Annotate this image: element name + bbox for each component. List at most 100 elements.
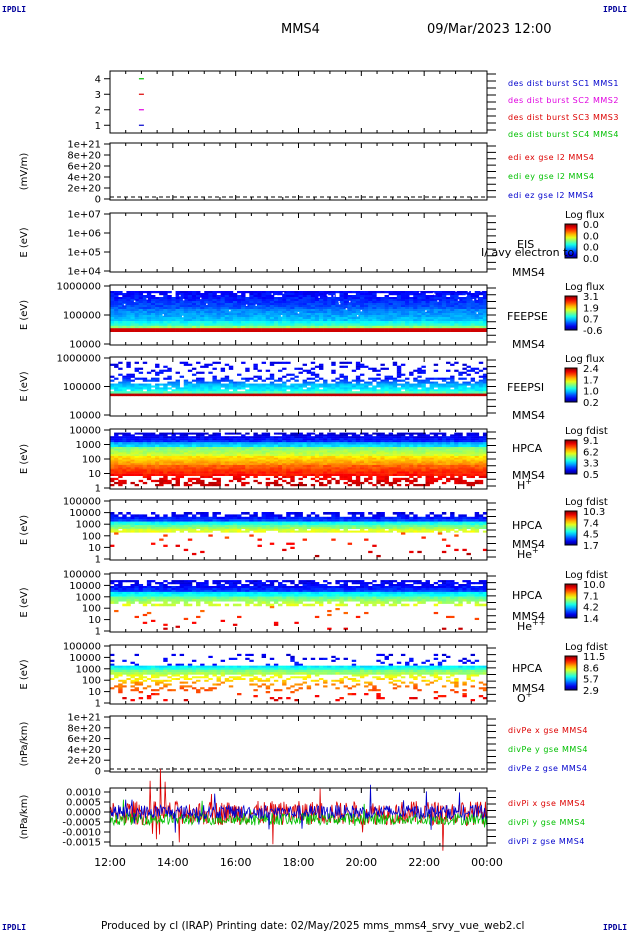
- hpca_h-cell: [114, 454, 119, 457]
- feepse-cell: [155, 301, 160, 304]
- feepse-cell: [302, 297, 307, 300]
- feepsi-cell: [368, 377, 373, 380]
- hpca_h-cell: [286, 447, 291, 449]
- feepse-cell: [298, 299, 303, 302]
- feepse-cell: [220, 307, 226, 310]
- feepse-cell: [134, 323, 139, 326]
- feepsi-cell: [122, 385, 127, 388]
- hpca_h-cell: [187, 442, 193, 445]
- feepse-cell: [122, 330, 127, 332]
- corner-label-top-left: IPDLI: [2, 5, 27, 14]
- hpca_h-cell: [331, 457, 336, 460]
- hpca_h-cell: [413, 467, 418, 470]
- feepse-cell: [216, 313, 221, 316]
- feepse-cell: [462, 325, 467, 329]
- feepse-cell: [150, 309, 156, 312]
- feepse-cell: [208, 330, 213, 332]
- hpca_h-cell: [142, 440, 148, 443]
- feepse-cell: [458, 301, 463, 304]
- hpca_h-cell: [220, 452, 226, 455]
- hpca_h-cell: [380, 434, 385, 437]
- hpca_h-cell: [318, 469, 324, 472]
- feepsi-cell: [286, 373, 291, 376]
- feepsi-cell: [400, 391, 406, 394]
- feepse-cell: [458, 317, 463, 320]
- feepsi-cell: [376, 369, 381, 372]
- feepse-cell: [470, 321, 476, 324]
- feepsi-cell: [163, 383, 168, 386]
- hpca_h-cell: [433, 444, 439, 448]
- feepse-cell: [421, 323, 426, 326]
- feepse-cell: [364, 323, 369, 326]
- hpca_h-cell: [413, 438, 418, 441]
- feepse-cell: [257, 311, 262, 314]
- feepse-cell: [241, 305, 246, 308]
- hpca_h-cell: [396, 452, 402, 455]
- hpca_h-cell: [400, 454, 406, 457]
- feepse-cell: [343, 303, 348, 306]
- hpca_h-cell: [237, 450, 242, 453]
- feepse-cell: [282, 328, 287, 331]
- hpca_h-cell: [372, 456, 377, 458]
- feepsi-cell: [355, 365, 361, 368]
- hpca_h-cell: [421, 459, 426, 462]
- feepse-cell: [253, 305, 258, 308]
- feepsi-cell: [310, 367, 316, 370]
- feepsi-cell: [163, 369, 168, 372]
- feepsi-cell: [413, 379, 418, 382]
- hpca_h-cell: [323, 438, 328, 441]
- feepse-cell: [265, 315, 271, 318]
- hpca_h-cell: [302, 434, 307, 437]
- hpca_h-cell: [368, 459, 373, 462]
- feepse-cell: [118, 317, 123, 320]
- feepse-cell: [114, 321, 119, 324]
- feepse-cell: [282, 305, 287, 308]
- feepse-cell: [265, 321, 271, 324]
- feepse-cell: [204, 295, 209, 298]
- feepse-cell: [282, 309, 287, 312]
- feepse-cell: [400, 303, 406, 306]
- hpca_h-cell: [200, 444, 205, 448]
- feepse-cell: [421, 328, 426, 331]
- hpca_h-cell: [347, 467, 353, 470]
- hpca_h-cell: [306, 432, 312, 435]
- hpca_h-cell: [425, 467, 430, 470]
- hpca_h-cell: [241, 434, 246, 437]
- feepse-cell: [433, 309, 439, 312]
- feepse-cell: [384, 301, 389, 304]
- hpca_h-cell: [204, 450, 209, 453]
- feepsi-cell: [396, 379, 402, 382]
- feepse-cell: [191, 319, 197, 322]
- hpca_h-cell: [302, 461, 307, 464]
- hpca_h-cell: [187, 465, 193, 468]
- feepse-cell: [364, 293, 369, 296]
- hpca_h-cell: [298, 454, 303, 457]
- feepse-cell: [327, 328, 332, 331]
- hpca_h-cell: [388, 483, 394, 487]
- hpca_h-cell: [425, 475, 430, 479]
- feepse-cell: [458, 323, 463, 326]
- hpca_h-cell: [130, 440, 135, 443]
- feepse-cell: [179, 305, 185, 308]
- feepsi-cell: [318, 389, 324, 392]
- feepse-cell: [351, 311, 357, 314]
- feepsi-cell: [454, 361, 459, 364]
- feepse-cell: [429, 311, 435, 314]
- hpca_h-cell: [380, 438, 385, 441]
- hpca_h-cell: [249, 452, 254, 455]
- feepse-cell: [253, 299, 258, 302]
- feepsi-cell: [429, 377, 435, 380]
- hpca_h-cell: [421, 438, 426, 441]
- feepsi-cell: [216, 381, 221, 384]
- hpca_h-cell: [237, 442, 242, 445]
- feepse-cell: [269, 305, 275, 308]
- hpca_h-cell: [380, 440, 385, 443]
- hpca_h-cell: [245, 447, 250, 449]
- hpca_h-cell: [355, 471, 361, 474]
- feepsi-cell: [179, 375, 185, 378]
- hpca_h-cell: [228, 444, 234, 448]
- hpca_h-cell: [388, 434, 394, 437]
- feepsi-cell: [372, 393, 377, 397]
- feepse-cell: [413, 301, 418, 304]
- feepse-cell: [450, 313, 455, 316]
